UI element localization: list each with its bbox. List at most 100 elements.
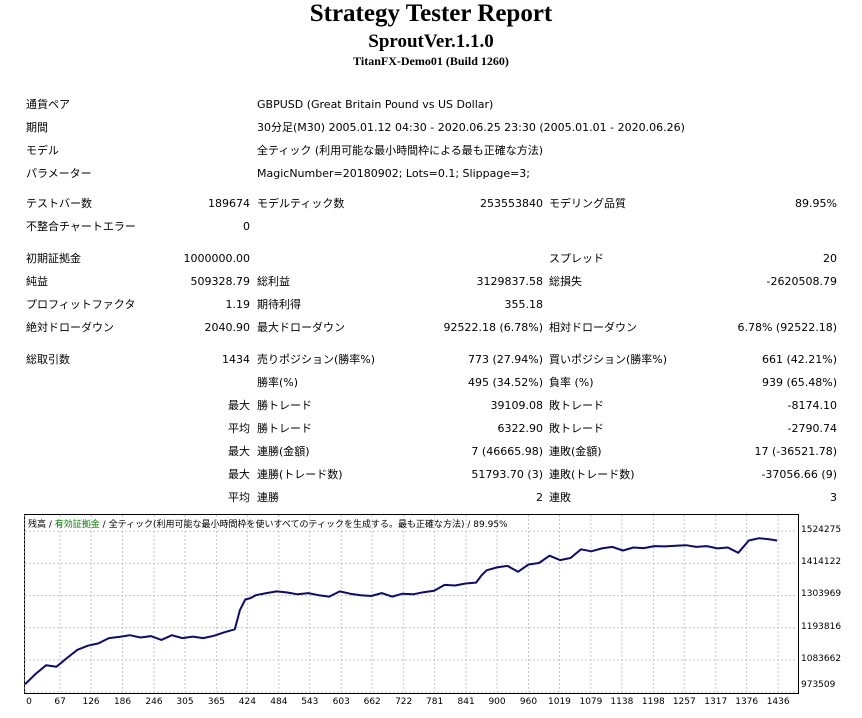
- long-positions-value: 661 (42.21%): [761, 353, 837, 366]
- avg-cons-wins-value: 2: [536, 491, 543, 504]
- info-value-parameters: MagicNumber=20180902; Lots=0.1; Slippage…: [257, 167, 531, 180]
- gross-loss-value: -2620508.79: [766, 275, 837, 288]
- server-build: TitanFX-Demo01 (Build 1260): [353, 54, 509, 68]
- cons-loss-amount-label: 連敗(トレード数): [549, 468, 635, 481]
- x-tick-label: 1376: [735, 697, 759, 707]
- avg-loss-value: -2790.74: [787, 422, 837, 435]
- y-tick-label: 1414122: [801, 557, 842, 568]
- legend-model: 全ティック(利用可能な最小時間枠を使いすべてのティックを生成する。最も正確な方法…: [108, 520, 465, 530]
- ticks-label: モデルティック数: [257, 197, 345, 210]
- x-tick-label: 1138: [610, 697, 634, 707]
- deposit-label: 初期証拠金: [26, 252, 81, 265]
- net-profit-value: 509328.79: [190, 275, 251, 288]
- x-tick-label: 543: [301, 697, 319, 707]
- max-word: 最大: [228, 468, 250, 481]
- max-word: 最大: [228, 399, 250, 412]
- x-tick-label: 1257: [672, 697, 696, 707]
- bars-label: テストバー数: [26, 197, 92, 210]
- avg-word: 平均: [228, 491, 250, 504]
- chart-legend: 残高 / 有効証拠金 / 全ティック(利用可能な最小時間枠を使いすべてのティック…: [28, 517, 508, 530]
- max-word: 最大: [228, 445, 250, 458]
- cons-wins-value: 7 (46665.98): [471, 445, 543, 458]
- avg-cons-losses-value: 3: [830, 491, 837, 504]
- max-drawdown-value: 92522.18 (6.78%): [443, 321, 543, 334]
- total-trades-value: 1434: [222, 353, 250, 366]
- quality-label: モデリング品質: [549, 197, 626, 210]
- x-tick-label: 126: [82, 697, 100, 707]
- spread-value: 20: [823, 252, 837, 265]
- info-label-symbol: 通貨ペア: [26, 98, 70, 111]
- long-positions-label: 買いポジション(勝率%): [549, 353, 668, 366]
- y-tick-label: 1083662: [801, 653, 842, 664]
- rel-drawdown-value: 6.78% (92522.18): [737, 321, 837, 334]
- x-tick-label: 424: [238, 697, 256, 707]
- x-tick-label: 305: [176, 697, 194, 707]
- gross-profit-label: 総利益: [257, 275, 290, 288]
- loss-rate-label: 負率 (%): [549, 376, 594, 389]
- avg-loss-label: 敗トレード: [549, 422, 604, 435]
- y-tick-label: 973509: [801, 680, 836, 690]
- errors-value: 0: [243, 220, 250, 233]
- expected-payoff-label: 期待利得: [257, 298, 301, 311]
- bars-value: 189674: [208, 197, 250, 210]
- info-label-parameters: パラメーター: [26, 167, 92, 180]
- x-tick-label: 900: [488, 697, 506, 707]
- x-tick-label: 67: [54, 697, 66, 707]
- abs-drawdown-value: 2040.90: [204, 321, 251, 334]
- total-trades-label: 総取引数: [26, 353, 70, 366]
- report-title: Strategy Tester Report: [309, 0, 553, 27]
- legend-separator: /: [99, 520, 109, 530]
- x-tick-label: 246: [145, 697, 163, 707]
- gross-loss-label: 総損失: [549, 275, 582, 288]
- legend-separator: /: [464, 520, 474, 530]
- cons-profit-value: 51793.70 (3): [471, 468, 543, 481]
- gross-profit-value: 3129837.58: [476, 275, 543, 288]
- avg-win-label: 勝トレード: [257, 422, 312, 435]
- short-positions-label: 売りポジション(勝率%): [257, 353, 376, 366]
- legend-quality: 89.95%: [473, 520, 508, 530]
- x-tick-label: 960: [519, 697, 538, 707]
- x-tick-label: 603: [332, 697, 350, 707]
- x-tick-label: 186: [113, 697, 132, 707]
- avg-win-value: 6322.90: [497, 422, 544, 435]
- y-tick-label: 1193816: [801, 621, 842, 632]
- legend-balance: 残高: [28, 520, 47, 530]
- x-tick-label: 1317: [704, 697, 728, 707]
- avg-word: 平均: [228, 422, 250, 435]
- cons-loss-amount-value: -37056.66 (9): [761, 468, 837, 481]
- short-positions-value: 773 (27.94%): [467, 353, 543, 366]
- largest-win-label: 勝トレード: [257, 399, 312, 412]
- x-tick-label: 841: [457, 697, 475, 707]
- info-value-period: 30分足(M30) 2005.01.12 04:30 - 2020.06.25 …: [257, 121, 685, 134]
- x-tick-label: 484: [270, 697, 288, 707]
- rel-drawdown-label: 相対ドローダウン: [549, 321, 637, 334]
- info-label-model: モデル: [26, 144, 59, 157]
- info-value-model: 全ティック (利用可能な最小時間枠による最も正確な方法): [257, 144, 544, 157]
- x-tick-label: 722: [395, 697, 413, 707]
- loss-rate-value: 939 (65.48%): [761, 376, 837, 389]
- legend-equity: 有効証拠金: [54, 520, 100, 530]
- largest-loss-value: -8174.10: [787, 399, 837, 412]
- x-tick-label: 1079: [579, 697, 603, 707]
- info-label-period: 期間: [26, 121, 48, 134]
- y-tick-label: 1524275: [801, 525, 842, 536]
- x-tick-label: 0: [26, 697, 32, 707]
- max-drawdown-label: 最大ドローダウン: [257, 321, 345, 334]
- x-tick-label: 1198: [641, 697, 665, 707]
- largest-loss-label: 敗トレード: [549, 399, 604, 412]
- deposit-value: 1000000.00: [183, 252, 250, 265]
- errors-label: 不整合チャートエラー: [26, 220, 136, 233]
- win-rate-label: 勝率(%): [257, 376, 299, 389]
- strategy-name: SproutVer.1.1.0: [368, 31, 494, 52]
- cons-losses-value: 17 (-36521.78): [754, 445, 837, 458]
- balance-chart: [24, 514, 799, 694]
- x-tick-label: 662: [363, 697, 381, 707]
- y-tick-label: 1303969: [801, 589, 842, 600]
- legend-separator: /: [46, 520, 55, 530]
- x-tick-label: 365: [207, 697, 226, 707]
- ticks-value: 253553840: [480, 197, 543, 210]
- cons-losses-label: 連敗(金額): [549, 445, 602, 458]
- balance-line: [24, 537, 778, 686]
- win-rate-value: 495 (34.52%): [467, 376, 543, 389]
